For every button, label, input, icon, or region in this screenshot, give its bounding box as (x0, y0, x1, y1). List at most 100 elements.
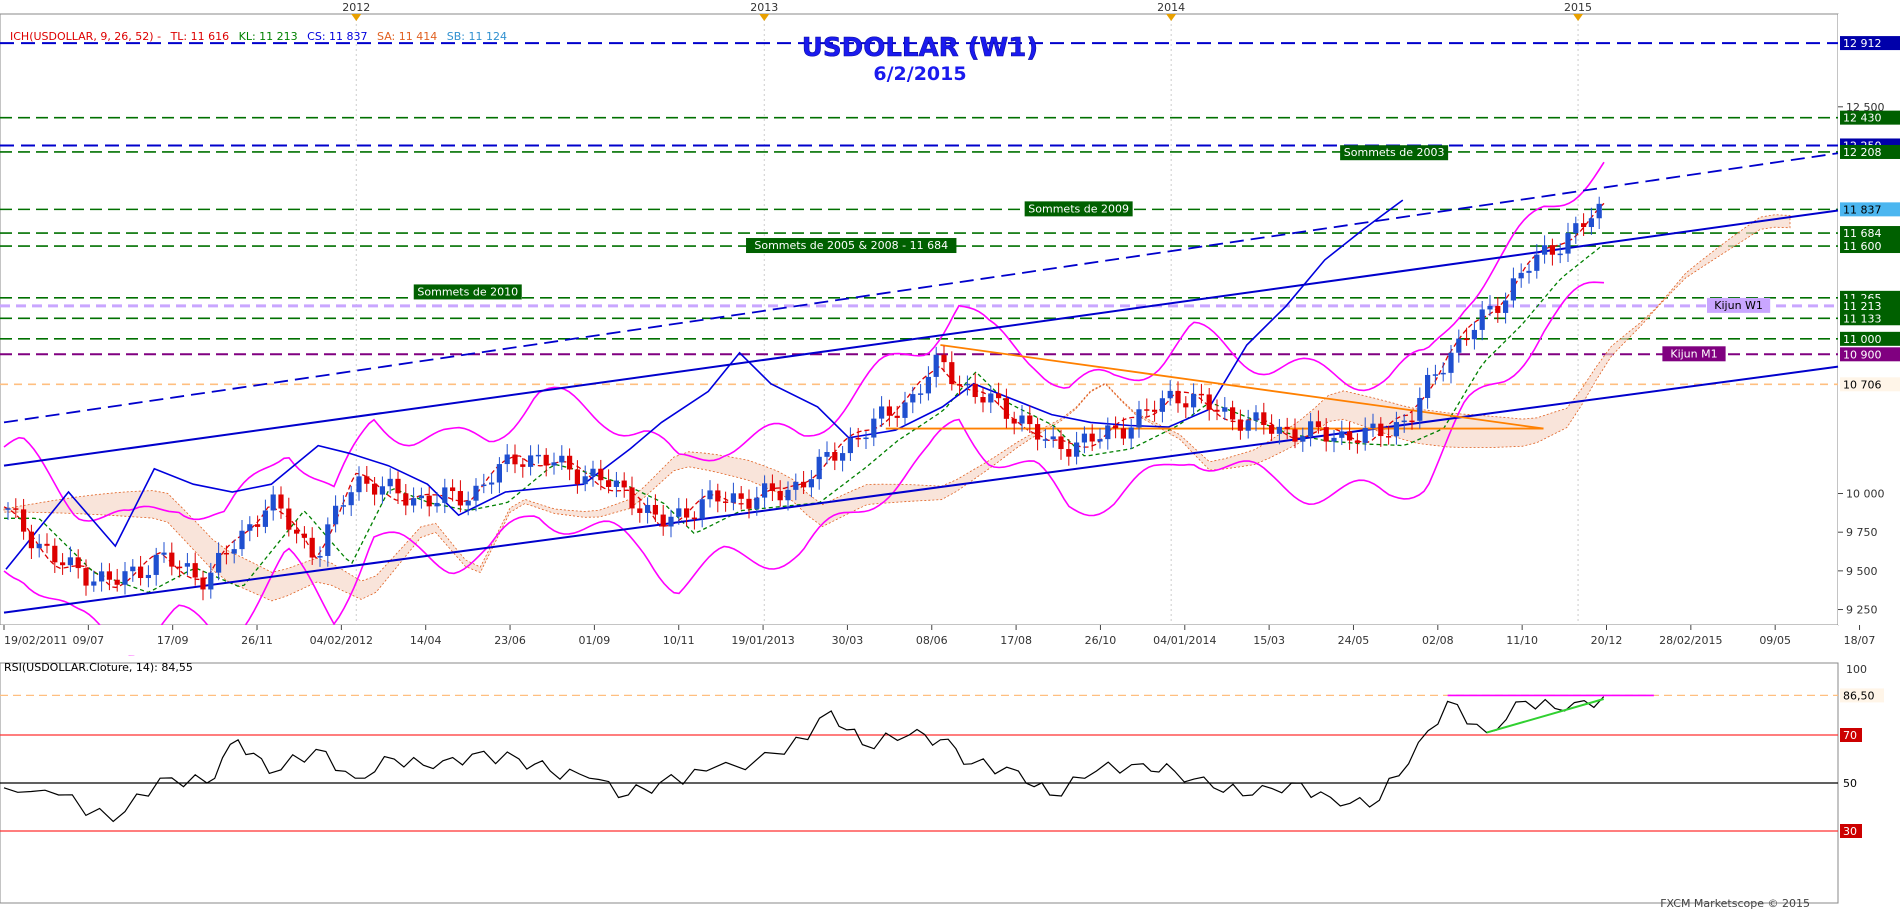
rsi-level-tag (1840, 824, 1862, 838)
rsi-level-label: 30 (1843, 825, 1857, 838)
candle-body (1323, 427, 1329, 442)
candle-body (1089, 433, 1095, 442)
candle-body (730, 493, 736, 503)
candle-body (1401, 420, 1407, 423)
candle-body (715, 490, 721, 502)
candle-body (660, 514, 666, 527)
candle-body (691, 517, 697, 520)
candle-body (278, 494, 284, 509)
candles (5, 196, 1602, 601)
price-level-label: 11 684 (1843, 227, 1882, 240)
candle-body (769, 483, 775, 492)
bollinger-upper-line (3, 161, 1605, 522)
candle-body (723, 501, 729, 503)
year-label: 2012 (342, 1, 370, 14)
price-level-label: 11 000 (1843, 333, 1882, 346)
candle-body (637, 508, 643, 513)
candle-body (621, 480, 627, 488)
price-level-tag (1840, 226, 1900, 241)
candle-body (1479, 309, 1485, 330)
candle-body (941, 354, 947, 363)
candle-body (699, 499, 705, 519)
year-label: 2014 (1157, 1, 1185, 14)
candle-body (1159, 398, 1165, 412)
candle-body (262, 510, 268, 527)
candle-body (1471, 329, 1477, 340)
rsi-max-label: 100 (1846, 663, 1867, 676)
candle-body (1050, 436, 1056, 440)
candle-body (1269, 425, 1275, 434)
candle-body (1440, 372, 1446, 375)
candle-body (1518, 272, 1524, 279)
candle-body (379, 486, 385, 495)
candle-body (83, 568, 89, 586)
rsi-panel[interactable]: 100 86,50 70 50 30 (0, 662, 1884, 904)
candle-body (255, 524, 261, 527)
annotations: Sommets de 2003 Sommets de 2009 Sommets de… (413, 145, 1771, 362)
candle-body (1565, 233, 1571, 254)
candle-body (925, 376, 931, 394)
candle-body (847, 437, 853, 454)
candle-body (67, 557, 73, 566)
rsi-support-line (1486, 698, 1604, 734)
candle-body (239, 530, 245, 550)
price-level-tag (1840, 311, 1900, 326)
candle-body (372, 483, 378, 495)
candle-body (216, 552, 222, 573)
candle-body (543, 454, 549, 466)
candle-body (1409, 420, 1415, 423)
price-tick-label: 10 000 (1846, 488, 1885, 501)
candle-body (1081, 433, 1087, 443)
candle-body (785, 489, 791, 501)
year-markers: 2012 2013 2014 2015 (342, 1, 1592, 625)
candle-body (684, 508, 690, 518)
candle-body (1136, 409, 1142, 428)
candle-body (1222, 407, 1228, 412)
time-tick-label: 19/02/2011 (4, 634, 67, 647)
tenkan-sen-line (3, 202, 1605, 589)
candle-body (1370, 423, 1376, 428)
candle-body (356, 476, 362, 493)
candle-body (340, 505, 346, 507)
candle-body (1581, 223, 1587, 228)
chart-subtitle: 6/2/2015 (873, 63, 966, 85)
candle-body (1510, 278, 1516, 301)
annotation-label: Kijun M1 (1670, 347, 1717, 360)
candle-body (325, 524, 331, 556)
candle-body (1144, 409, 1150, 411)
candle-body (1074, 442, 1080, 457)
rsi-line (3, 696, 1605, 823)
candle-body (996, 393, 1002, 399)
ichimoku-params: ICH(USDOLLAR, 9, 26, 52) - (10, 30, 161, 43)
candle-body (1276, 426, 1282, 434)
candle-body (395, 478, 401, 494)
candle-body (1417, 397, 1423, 421)
candle-body (879, 406, 885, 419)
candle-body (403, 493, 409, 506)
candle-body (21, 509, 27, 532)
candle-body (1432, 374, 1438, 376)
copyright-text: FXCM Marketscope © 2015 (1660, 897, 1810, 910)
candle-body (1362, 427, 1368, 443)
candle-body (122, 571, 128, 585)
candle-body (1292, 429, 1298, 442)
rsi-level-tag (1840, 728, 1862, 742)
annotation-box (1024, 201, 1133, 217)
time-tick-label: 10/11 (663, 634, 695, 647)
candle-body (1097, 439, 1103, 442)
price-level-label: 10 706 (1843, 378, 1882, 391)
candle-body (738, 493, 744, 499)
candle-body (1378, 423, 1384, 437)
candle-body (473, 485, 479, 501)
annotation-label: Sommets de 2005 & 2008 - 11 684 (754, 239, 948, 252)
candle-body (949, 362, 955, 385)
channel-upper-line (3, 209, 1839, 467)
annotation-label: Sommets de 2003 (1344, 146, 1445, 159)
candle-body (964, 383, 970, 386)
candle-body (91, 581, 97, 586)
candle-body (512, 454, 518, 465)
candle-body (840, 453, 846, 461)
candle-body (317, 555, 323, 558)
